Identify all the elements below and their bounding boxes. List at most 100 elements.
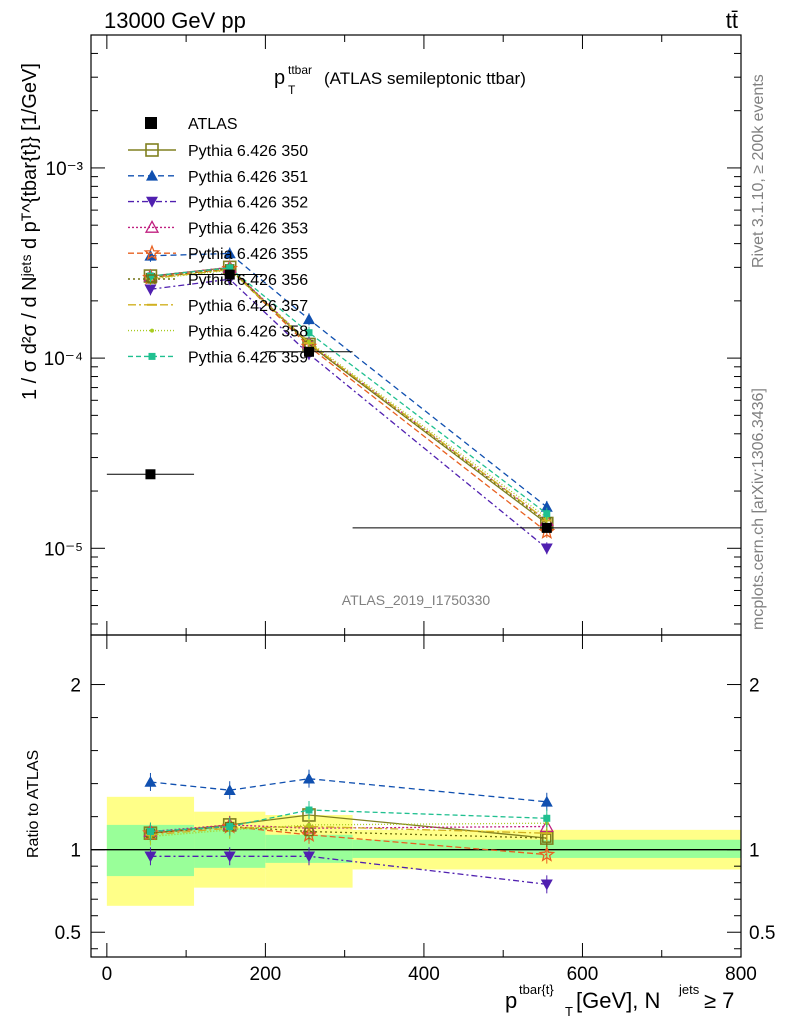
x-axis-label: p tbar{t} T [GeV], N jets ≥ 7 [505, 982, 734, 1019]
ratio-point-marker [302, 851, 315, 863]
rivet-label: Rivet 3.1.10, ≥ 200k events [750, 74, 767, 268]
main-point-marker [538, 523, 556, 539]
x-axis-label-rest: [GeV], N [576, 988, 660, 1013]
ratio-series-line [150, 825, 547, 856]
main-y-tick-label: 10⁻⁴ [44, 349, 83, 370]
main-point-marker [226, 264, 234, 272]
main-point-marker [540, 500, 553, 512]
main-title-rest: (ATLAS semileptonic ttbar) [324, 69, 526, 88]
x-tick-label: 0 [102, 964, 113, 985]
main-panel: 10⁻⁵ 10⁻⁴ 10⁻³ p ttbar T (ATLAS semilepton… [19, 34, 742, 636]
main-point-marker [540, 543, 553, 555]
ratio-frame [90, 634, 742, 958]
legend-label-atlas: ATLAS [188, 116, 238, 133]
legend-marker [148, 352, 156, 360]
ratio-y-tick-label-right: 0.5 [749, 923, 775, 944]
ratio-point-marker [540, 795, 553, 807]
main-series-line [150, 278, 548, 549]
main-series-line [150, 268, 548, 533]
ratio-point-marker [144, 851, 157, 863]
source-label: mcplots.cern.ch [arXiv:1306.3436] [750, 388, 767, 630]
ratio-point-marker [543, 814, 551, 822]
ratio-y-axis-label: Ratio to ATLAS [25, 750, 42, 858]
legend-marker [150, 328, 154, 333]
main-title-sub: T [288, 83, 296, 97]
legend-label: Pythia 6.426 350 [188, 143, 308, 160]
legend-marker [146, 196, 158, 208]
x-axis-label-sup2: jets [678, 982, 700, 997]
ratio-y-tick-label: 0.5 [55, 923, 81, 944]
ratio-series-3 [144, 847, 553, 894]
main-y-tick-label: 10⁻³ [46, 159, 84, 180]
ratio-series-line [150, 822, 547, 838]
main-y-axis: 10⁻⁵ 10⁻⁴ 10⁻³ [44, 34, 742, 635]
atlas-point [541, 522, 552, 533]
main-series-atlas [106, 269, 741, 533]
main-point-marker [305, 329, 313, 337]
ratio-y-tick-label: 2 [70, 676, 81, 697]
ratio-point-marker [223, 851, 236, 863]
ratio-point-marker [223, 784, 236, 796]
ratio-point-marker [146, 828, 154, 836]
legend-marker-atlas [145, 117, 157, 129]
legend-label: Pythia 6.426 353 [188, 220, 308, 237]
analysis-label: ATLAS_2019_I1750330 [342, 592, 491, 608]
legend-marker [143, 244, 161, 261]
main-point-marker [306, 339, 311, 344]
main-series-line [150, 252, 548, 508]
legend-label: Pythia 6.426 352 [188, 195, 308, 212]
legend-label: Pythia 6.426 359 [188, 349, 308, 366]
main-series-layer [106, 247, 741, 555]
main-series-9 [146, 261, 551, 520]
legend-marker [144, 220, 160, 233]
legend: ATLAS Pythia 6.426 350 Pythia 6.426 351 Py… [128, 116, 308, 366]
legend-label: Pythia 6.426 356 [188, 272, 308, 289]
main-y-axis-label: 1 / σ d²σ / d Nʲᵉᵗˢ d pᵀ^{tbar{t}} [1/Ge… [19, 63, 41, 400]
ratio-series-line [150, 778, 547, 803]
ratio-panel: 0.5 0.5 1 1 2 2 0 200 400 600 800 Ratio to ATLAS [25, 634, 775, 985]
main-title-p: p [274, 67, 285, 89]
x-axis-label-tail: ≥ 7 [704, 988, 734, 1013]
atlas-point [224, 269, 235, 280]
x-axis-label-p: p [505, 988, 517, 1013]
ratio-series-line [150, 825, 547, 836]
main-point-marker [302, 313, 315, 325]
x-tick-label: 400 [408, 964, 440, 985]
x-tick-label: 200 [250, 964, 282, 985]
ratio-point-marker [144, 775, 157, 787]
ratio-y-tick-label: 1 [70, 841, 81, 862]
legend-label: Pythia 6.426 358 [188, 324, 308, 341]
main-series-3 [144, 273, 553, 555]
legend-label: Pythia 6.426 355 [188, 246, 308, 263]
main-point-marker [144, 284, 157, 296]
main-point-marker [146, 272, 154, 280]
main-title-sup: ttbar [288, 63, 312, 77]
ratio-series-9 [146, 801, 551, 841]
main-point-marker [543, 510, 551, 518]
ratio-series-2 [144, 769, 553, 811]
x-axis-label-sub: T [565, 1004, 573, 1019]
ratio-axes: 0.5 0.5 1 1 2 2 0 200 400 600 800 [55, 635, 775, 985]
main-series-line [150, 269, 548, 519]
x-tick-label: 800 [725, 964, 757, 985]
x-tick-label: 600 [567, 964, 599, 985]
legend-marker [147, 274, 157, 284]
legend-label: Pythia 6.426 351 [188, 169, 308, 186]
ratio-y-tick-label-right: 2 [749, 676, 760, 697]
ratio-series-line [150, 814, 547, 839]
energy-label: 13000 GeV pp [104, 8, 246, 33]
ratio-point-marker [306, 822, 311, 827]
ratio-point-marker [538, 845, 556, 862]
ratio-y-tick-label-right: 1 [749, 841, 760, 862]
ratio-point-marker [226, 823, 234, 831]
legend-marker [146, 169, 158, 181]
legend-label: Pythia 6.426 357 [188, 298, 308, 315]
legend-marker [145, 143, 159, 157]
ratio-point-marker [305, 806, 313, 814]
main-series-line [150, 267, 548, 515]
ratio-series-line [150, 824, 547, 833]
main-point-marker [223, 247, 236, 259]
atlas-point [145, 469, 156, 480]
main-y-tick-label: 10⁻⁵ [44, 539, 83, 560]
